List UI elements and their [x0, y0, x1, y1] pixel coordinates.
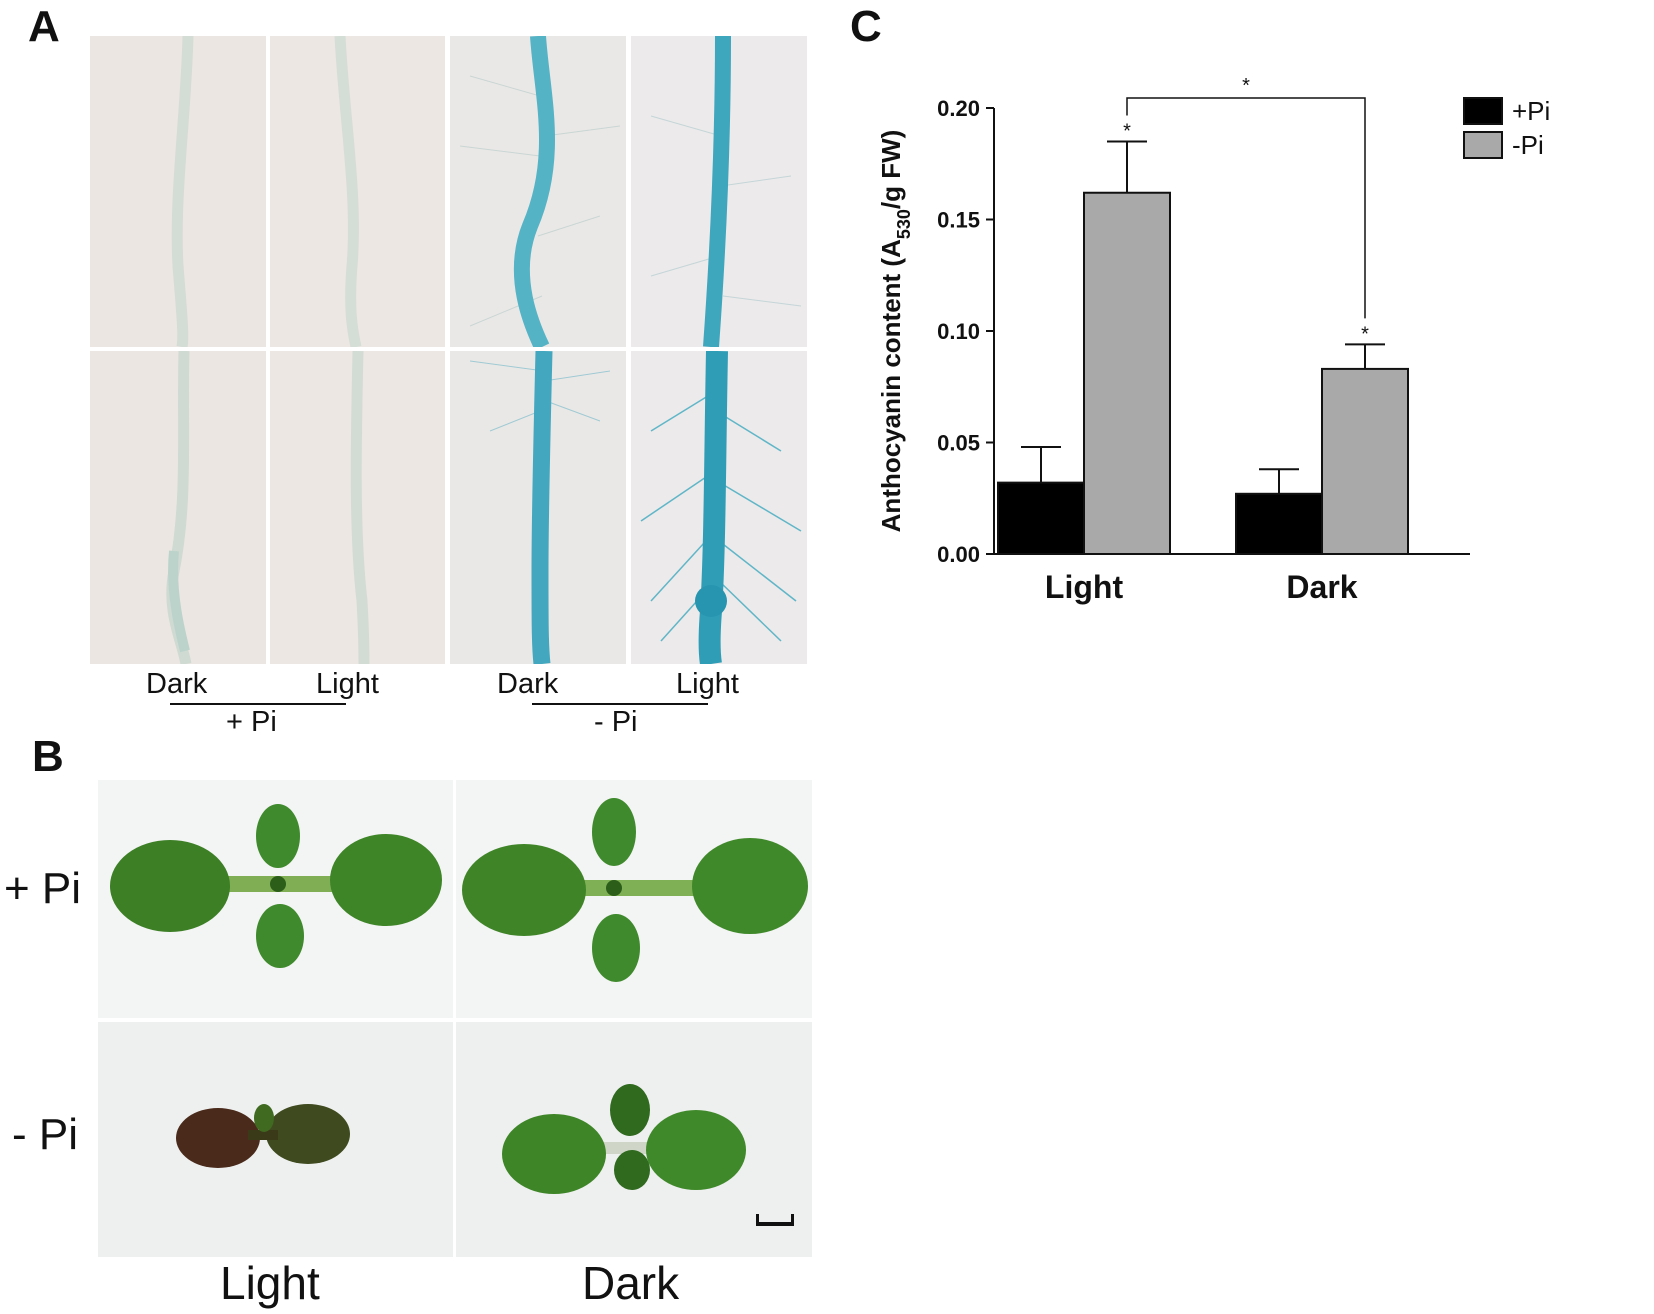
bracket-a-minus-pi [532, 703, 708, 705]
anthocyanin-bar-chart: 0.00 0.05 0.10 0.15 0.20 Anthocyanin content … [880, 75, 1550, 605]
bracket-a-plus-pi [170, 703, 346, 705]
y-tick-label: 0.00 [937, 542, 980, 567]
label-b-row-plus-pi: + Pi [4, 864, 82, 913]
y-tick-label: 0.05 [937, 431, 980, 456]
panel-b-letter: B [32, 732, 64, 781]
root-image-minus-pi-dark-top [450, 36, 626, 347]
root-image-minus-pi-dark-bottom [450, 351, 626, 664]
comparison-bracket [1126, 97, 1366, 319]
bar-plus-pi-dark [1235, 492, 1323, 556]
x-category-label: Light [1045, 569, 1124, 605]
legend-swatch-plus-pi [1463, 97, 1503, 125]
bar-minus-pi-dark [1321, 367, 1409, 555]
label-b-col-light: Light [220, 1257, 320, 1309]
label-a-plus-pi: + Pi [226, 706, 277, 738]
legend-label-plus-pi: +Pi [1512, 96, 1550, 126]
comparison-significance-star: * [1242, 75, 1250, 97]
y-axis-label: Anthocyanin content (A530/g FW) [880, 130, 914, 533]
panel-a-letter: A [28, 2, 60, 51]
root-image-plus-pi-light-top [270, 36, 445, 347]
label-a-light-minus: Light [676, 668, 739, 700]
y-tick-label: 0.15 [937, 208, 980, 233]
root-image-minus-pi-light-bottom [631, 351, 807, 664]
root-image-plus-pi-light-bottom [270, 351, 445, 664]
root-image-minus-pi-light-top [631, 36, 807, 347]
root-image-plus-pi-dark-top [90, 36, 266, 347]
bar-minus-pi-light [1083, 191, 1171, 556]
seedling-image-minus-pi-light [98, 1022, 453, 1257]
bar-plus-pi-light [997, 481, 1085, 556]
seedling-image-minus-pi-dark [456, 1022, 812, 1257]
root-image-plus-pi-dark-bottom [90, 351, 266, 664]
seedling-image-plus-pi-light [98, 780, 453, 1018]
panel-c-letter: C [850, 2, 882, 51]
legend-label-minus-pi: -Pi [1512, 130, 1544, 160]
y-tick-label: 0.20 [937, 96, 980, 121]
label-a-light-plus: Light [316, 668, 379, 700]
x-category-label: Dark [1286, 569, 1357, 605]
label-a-minus-pi: - Pi [594, 706, 638, 738]
label-a-dark-minus: Dark [497, 668, 559, 700]
seedling-image-plus-pi-dark [456, 780, 812, 1018]
significance-star: * [1361, 323, 1369, 345]
label-b-col-dark: Dark [582, 1257, 680, 1309]
y-tick-label: 0.10 [937, 319, 980, 344]
legend-swatch-minus-pi [1463, 131, 1503, 159]
label-a-dark-plus: Dark [146, 668, 208, 700]
label-b-row-minus-pi: - Pi [12, 1110, 78, 1159]
significance-star: * [1123, 120, 1131, 142]
